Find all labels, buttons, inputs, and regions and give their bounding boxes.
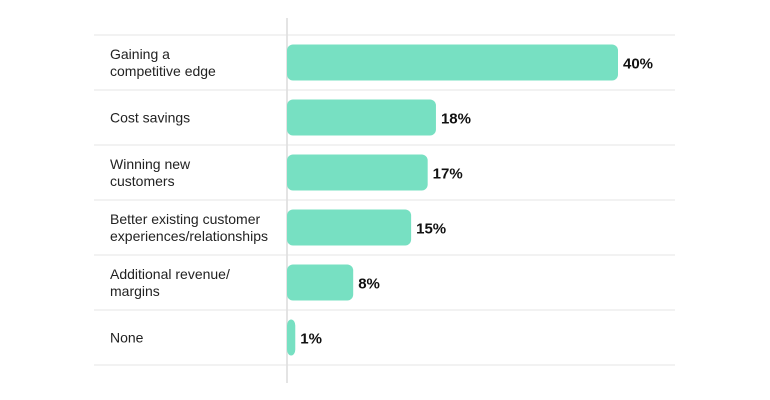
value-label: 18% <box>441 111 471 128</box>
bars-group <box>287 44 618 356</box>
value-label: 1% <box>300 331 322 348</box>
category-label-line: Better existing customer <box>110 211 261 227</box>
value-label: 17% <box>433 166 463 183</box>
value-label: 8% <box>358 276 380 293</box>
category-label: Better existing customer experiences/rela… <box>110 211 268 244</box>
bar <box>287 264 354 301</box>
category-label: None <box>110 330 144 346</box>
category-label: Winning new customers <box>110 156 191 189</box>
bar <box>287 99 436 136</box>
bar <box>287 44 618 81</box>
category-label-line: Gaining a <box>110 46 170 62</box>
category-label: Additional revenue/margins <box>110 266 230 299</box>
value-labels-group: 40% 18% 17% 15% 8% 1% <box>300 56 653 348</box>
bar <box>287 154 428 191</box>
category-label-line: Cost savings <box>110 110 190 126</box>
category-label: Gaining a competitive edge <box>110 46 216 79</box>
bar <box>287 319 296 356</box>
bar <box>287 209 412 246</box>
category-label-line: margins <box>110 283 160 299</box>
category-label-line: customers <box>110 173 175 189</box>
category-label-line: Additional revenue/ <box>110 266 230 282</box>
value-label: 40% <box>623 56 653 73</box>
row-separators <box>94 34 675 366</box>
category-labels-group: Gaining a competitive edge Cost savings Win… <box>110 46 268 346</box>
category-label-line: Winning new <box>110 156 191 172</box>
value-label: 15% <box>416 221 446 238</box>
category-label-line: None <box>110 330 144 346</box>
category-label: Cost savings <box>110 110 190 126</box>
category-label-line: experiences/relationships <box>110 228 268 244</box>
category-label-line: competitive edge <box>110 63 216 79</box>
